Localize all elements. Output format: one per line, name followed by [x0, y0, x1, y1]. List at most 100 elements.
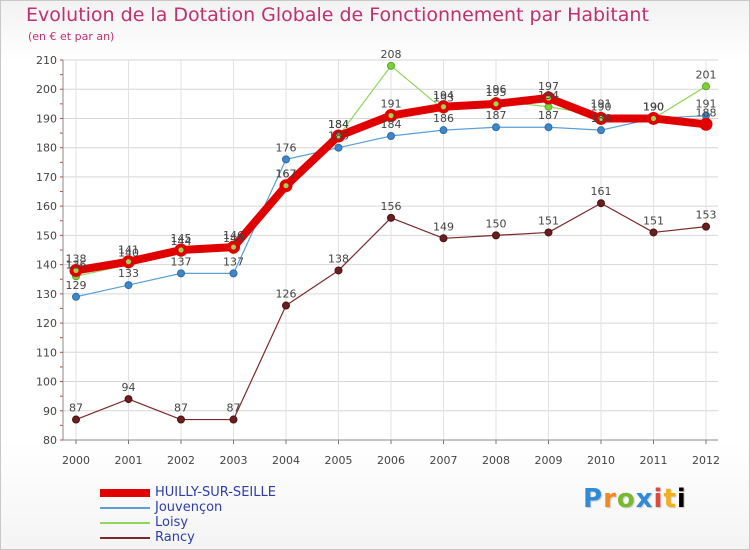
- data-label: 141: [118, 244, 139, 257]
- y-tick-label: 80: [43, 434, 57, 447]
- data-point: [597, 126, 605, 135]
- data-point: [649, 228, 658, 237]
- y-tick-label: 210: [36, 54, 57, 67]
- data-label: 140: [118, 247, 139, 260]
- data-label: 87: [227, 402, 241, 415]
- data-point: [387, 132, 395, 140]
- x-tick-label: 2003: [220, 454, 248, 467]
- data-point-inner: [598, 115, 604, 122]
- data-label: 187: [538, 109, 559, 122]
- data-point: [124, 395, 133, 404]
- y-tick-label: 130: [36, 288, 57, 301]
- data-label: 146: [223, 229, 244, 242]
- data-label: 94: [122, 381, 136, 394]
- logo-letter: i: [676, 484, 687, 514]
- data-label: 126: [276, 288, 297, 301]
- data-label: 151: [538, 214, 559, 227]
- data-label: 167: [276, 168, 297, 181]
- data-label: 188: [696, 106, 717, 119]
- logo-letter: x: [635, 484, 654, 514]
- legend-label-jouvencon: Jouvençon: [155, 500, 223, 515]
- data-label: 87: [69, 402, 83, 415]
- data-label: 196: [486, 83, 507, 96]
- data-label: 145: [223, 232, 244, 245]
- data-point-inner: [335, 133, 342, 139]
- data-point-inner: [493, 101, 499, 107]
- data-label: 156: [381, 200, 402, 213]
- chart-title: Evolution de la Dotation Globale de Fonc…: [26, 4, 649, 26]
- data-point: [334, 266, 343, 275]
- data-point: [177, 415, 185, 424]
- x-tick-label: 2010: [587, 454, 615, 467]
- x-tick-label: 2002: [167, 454, 195, 467]
- logo-letter: r: [603, 484, 617, 514]
- x-tick-label: 2000: [62, 454, 90, 467]
- data-label: 87: [174, 402, 188, 415]
- data-point: [597, 199, 605, 208]
- x-tick-label: 2001: [115, 454, 143, 467]
- data-point: [702, 222, 710, 231]
- data-point-inner: [440, 104, 447, 110]
- data-label: 190: [643, 100, 664, 113]
- chart-subtitle: (en € et par an): [28, 30, 115, 43]
- x-tick-label: 2008: [482, 454, 510, 467]
- legend-swatch-jouvencon: [100, 507, 150, 509]
- data-label: 193: [433, 92, 454, 105]
- data-label: 150: [486, 217, 507, 230]
- data-point: [699, 117, 713, 131]
- data-point: [229, 269, 238, 278]
- data-label: 144: [171, 235, 192, 248]
- data-label: 180: [328, 130, 349, 143]
- data-label: 136: [66, 258, 87, 271]
- data-label: 186: [591, 112, 612, 125]
- legend-label-loisy: Loisy: [155, 515, 189, 530]
- data-label: 191: [381, 98, 402, 111]
- data-label: 201: [696, 68, 717, 81]
- data-point: [387, 61, 395, 70]
- data-label: 184: [328, 118, 349, 131]
- data-label: 176: [276, 141, 297, 154]
- data-label: 194: [433, 89, 454, 102]
- data-label: 197: [538, 80, 559, 93]
- data-label: 191: [591, 98, 612, 111]
- x-tick-label: 2007: [430, 454, 458, 467]
- y-tick-label: 110: [36, 346, 57, 359]
- data-label: 208: [381, 48, 402, 61]
- data-point: [72, 292, 80, 301]
- y-tick-label: 160: [36, 200, 57, 213]
- data-point-inner: [73, 267, 79, 274]
- line-chart: 80 90 100 110 120 130 140 150 160 170 180 190 200 210…: [36, 48, 720, 467]
- data-point: [544, 123, 553, 132]
- data-point: [124, 281, 133, 290]
- data-point: [702, 82, 710, 91]
- logo-letter: i: [653, 484, 664, 514]
- y-tick-label: 180: [36, 142, 57, 155]
- data-label: 149: [433, 220, 454, 233]
- legend-label-huilly: HUILLY-SUR-SEILLE: [155, 485, 276, 500]
- data-label: 195: [486, 86, 507, 99]
- data-label: 184: [328, 118, 349, 131]
- data-label: 184: [381, 118, 402, 131]
- y-tick-label: 190: [36, 112, 57, 125]
- legend-swatch-loisy: [100, 522, 150, 524]
- data-label: 190: [643, 100, 664, 113]
- y-tick-label: 200: [36, 83, 57, 96]
- y-tick-label: 140: [36, 259, 57, 272]
- data-label: 137: [223, 255, 244, 268]
- y-tick-label: 90: [43, 405, 57, 418]
- x-tick-label: 2005: [325, 454, 353, 467]
- data-point-inner: [388, 112, 394, 119]
- data-point: [282, 301, 290, 310]
- legend-swatch-huilly: [100, 489, 150, 497]
- legend-swatch-rancy: [100, 537, 150, 539]
- data-point-inner: [283, 183, 289, 189]
- data-point-inner: [230, 244, 237, 250]
- data-point: [229, 415, 238, 424]
- y-tick-label: 120: [36, 317, 57, 330]
- data-label: 145: [171, 232, 192, 245]
- y-tick-label: 100: [36, 376, 57, 389]
- data-point: [387, 213, 395, 222]
- data-point: [72, 415, 80, 424]
- data-label: 137: [171, 255, 192, 268]
- y-tick-label: 170: [36, 171, 57, 184]
